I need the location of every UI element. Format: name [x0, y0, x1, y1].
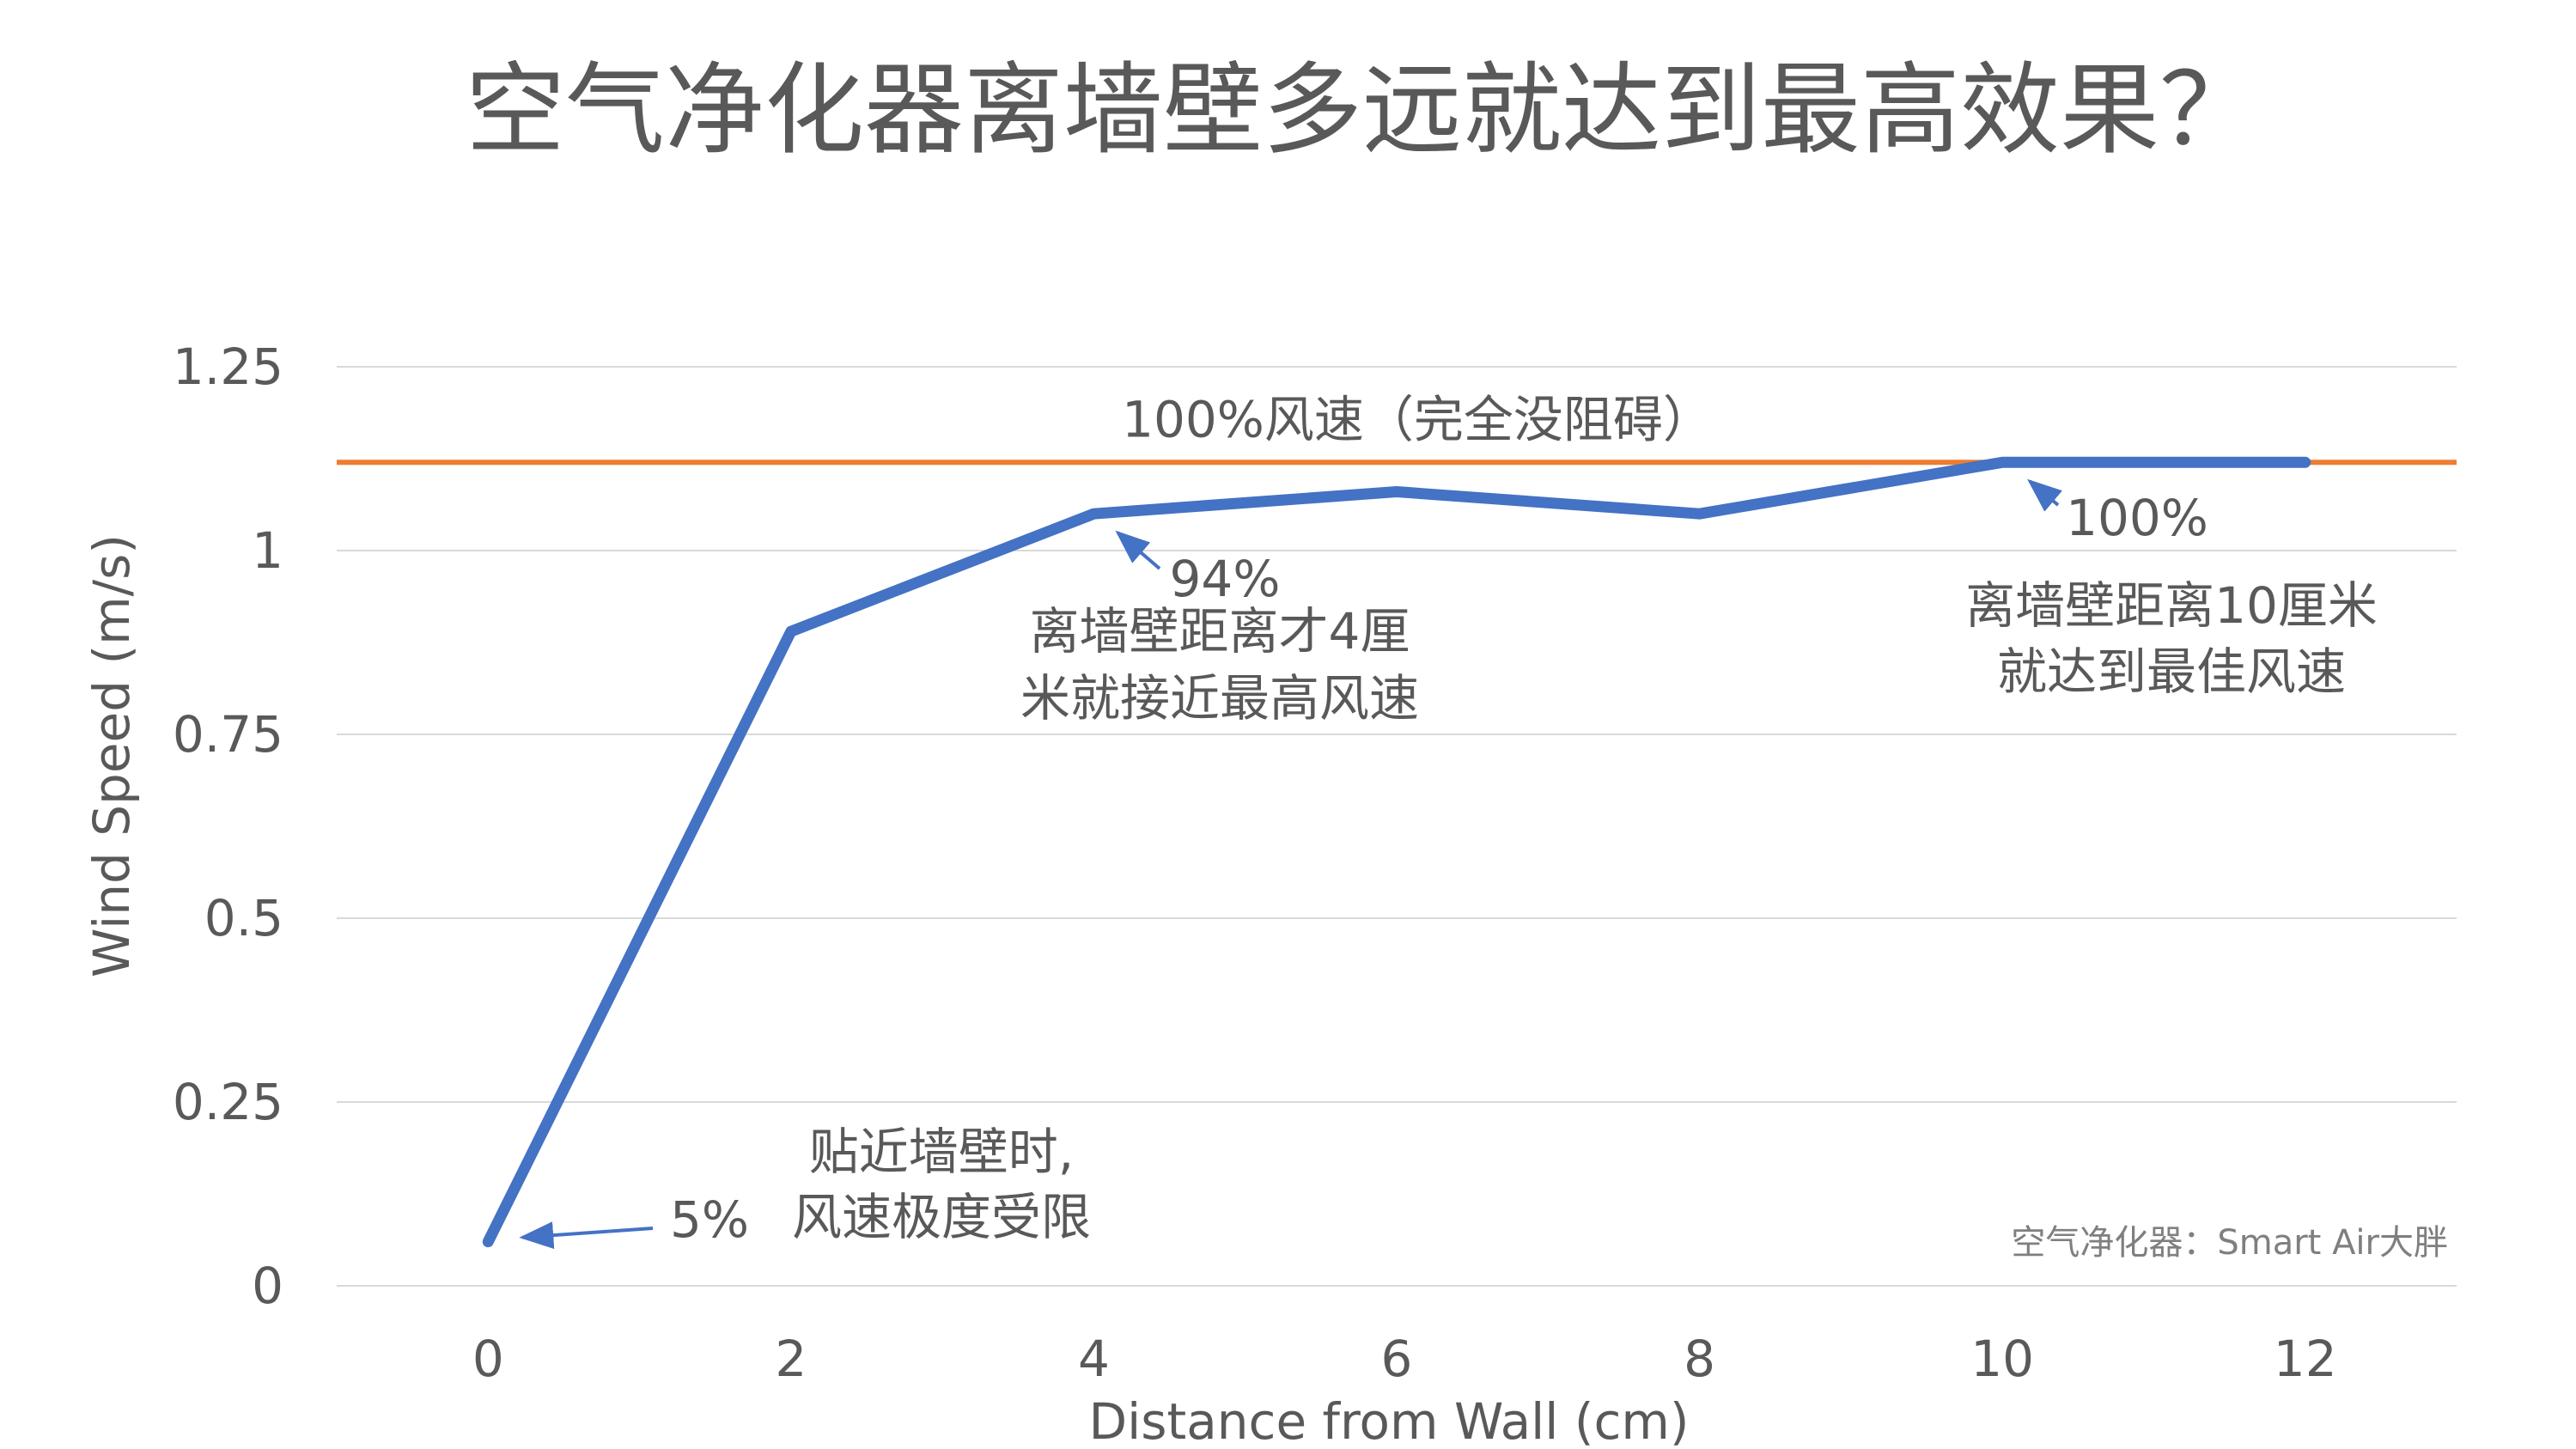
x-axis-ticks: 0 2 4 6 8 10 12: [472, 1330, 2337, 1388]
chart-title: 空气净化器离墙壁多远就达到最高效果？: [466, 52, 2259, 168]
data-point: [2299, 457, 2311, 468]
annotation-arrow: [1115, 530, 1161, 570]
y-tick-label: 1: [252, 521, 283, 580]
data-point: [1088, 508, 1099, 520]
x-tick-label: 4: [1078, 1330, 1110, 1388]
annotation-percent: 5%: [670, 1190, 749, 1249]
x-tick-label: 10: [1970, 1330, 2034, 1388]
data-point: [1997, 457, 2008, 468]
annotation-arrow: [519, 1221, 654, 1250]
annotation-text: 风速极度受限: [792, 1188, 1091, 1246]
reference-line-group: 100%风速（完全没阻碍）: [337, 390, 2457, 466]
annotation-percent: 100%: [2066, 489, 2208, 547]
data-point: [483, 1236, 494, 1247]
x-tick-label: 6: [1381, 1330, 1413, 1388]
annotation-arrow: [2027, 478, 2062, 512]
data-point: [1392, 486, 1402, 497]
annotation-percent: 94%: [1170, 550, 1281, 608]
x-tick-label: 8: [1684, 1330, 1715, 1388]
y-axis-title: Wind Speed (m/s): [82, 534, 141, 977]
reference-line-label: 100%风速（完全没阻碍）: [1122, 390, 1713, 448]
x-tick-label: 2: [775, 1330, 807, 1388]
y-tick-label: 0: [252, 1257, 283, 1315]
data-point: [1694, 508, 1705, 520]
y-axis-ticks: 0 0.25 0.5 0.75 1 1.25: [173, 338, 283, 1315]
annotation-text: 就达到最佳风速: [1997, 642, 2346, 701]
y-tick-label: 0.75: [173, 705, 283, 764]
series-group: [482, 456, 2311, 1248]
y-tick-label: 0.5: [204, 889, 283, 947]
annotation-text: 贴近墙壁时,: [809, 1123, 1074, 1181]
x-tick-label: 12: [2274, 1330, 2337, 1388]
gridlines: [337, 366, 2457, 1287]
x-tick-label: 0: [472, 1330, 504, 1388]
annotation-text: 离墙壁距离才4厘: [1030, 602, 1410, 661]
credit-text: 空气净化器：Smart Air大胖: [2011, 1223, 2448, 1263]
annotation-text: 离墙壁距离10厘米: [1965, 576, 2378, 635]
x-axis-title: Distance from Wall (cm): [1089, 1392, 1690, 1449]
data-point: [785, 626, 796, 637]
y-tick-label: 1.25: [173, 338, 283, 396]
y-tick-label: 0.25: [173, 1073, 283, 1131]
annotation-text: 米就接近最高风速: [1020, 669, 1419, 728]
